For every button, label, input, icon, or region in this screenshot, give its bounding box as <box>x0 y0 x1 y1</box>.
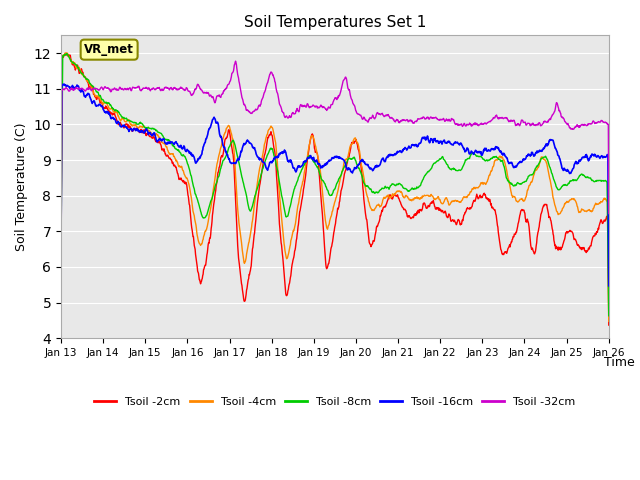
Tsoil -4cm <box>61 50 69 56</box>
Line: Tsoil -2cm: Tsoil -2cm <box>61 53 609 325</box>
Tsoil -2cm <box>69 62 77 68</box>
Tsoil -16cm <box>302 159 310 165</box>
Tsoil -8cm <box>547 168 555 173</box>
Line: Tsoil -4cm: Tsoil -4cm <box>61 53 609 322</box>
Tsoil -2cm <box>61 50 69 56</box>
Tsoil -16cm <box>69 84 77 89</box>
Tsoil -32cm <box>68 86 76 92</box>
Tsoil -4cm <box>57 236 65 241</box>
Tsoil -2cm <box>57 222 65 228</box>
Tsoil -4cm <box>302 159 310 165</box>
Tsoil -2cm <box>302 169 310 175</box>
Tsoil -16cm <box>397 148 404 154</box>
Tsoil -2cm <box>62 51 70 57</box>
Tsoil -4cm <box>397 189 404 195</box>
Legend: Tsoil -2cm, Tsoil -4cm, Tsoil -8cm, Tsoil -16cm, Tsoil -32cm: Tsoil -2cm, Tsoil -4cm, Tsoil -8cm, Tsoi… <box>90 392 580 411</box>
Tsoil -32cm <box>605 211 612 216</box>
X-axis label: Time: Time <box>604 356 635 370</box>
Tsoil -8cm <box>61 52 69 58</box>
Tsoil -2cm <box>397 199 404 205</box>
Tsoil -4cm <box>369 207 377 213</box>
Tsoil -16cm <box>60 81 68 87</box>
Tsoil -16cm <box>369 167 377 173</box>
Tsoil -2cm <box>369 238 377 244</box>
Tsoil -32cm <box>57 282 65 288</box>
Tsoil -16cm <box>605 283 612 289</box>
Tsoil -2cm <box>547 218 555 224</box>
Tsoil -32cm <box>397 119 404 124</box>
Line: Tsoil -32cm: Tsoil -32cm <box>61 61 609 285</box>
Tsoil -8cm <box>369 190 377 195</box>
Tsoil -16cm <box>57 241 65 247</box>
Tsoil -16cm <box>62 83 70 89</box>
Tsoil -32cm <box>232 58 239 64</box>
Tsoil -8cm <box>397 181 404 187</box>
Title: Soil Temperatures Set 1: Soil Temperatures Set 1 <box>244 15 426 30</box>
Tsoil -16cm <box>547 137 555 143</box>
Tsoil -8cm <box>57 243 65 249</box>
Text: VR_met: VR_met <box>84 43 134 56</box>
Tsoil -32cm <box>547 115 555 120</box>
Line: Tsoil -8cm: Tsoil -8cm <box>61 54 609 316</box>
Tsoil -4cm <box>547 181 555 187</box>
Tsoil -4cm <box>63 50 71 56</box>
Tsoil -4cm <box>605 319 612 324</box>
Tsoil -32cm <box>369 113 377 119</box>
Tsoil -32cm <box>302 104 310 110</box>
Tsoil -2cm <box>605 322 612 328</box>
Tsoil -8cm <box>69 60 77 66</box>
Tsoil -4cm <box>69 60 77 65</box>
Tsoil -8cm <box>605 313 612 319</box>
Tsoil -8cm <box>302 159 310 165</box>
Tsoil -8cm <box>63 51 71 57</box>
Y-axis label: Soil Temperature (C): Soil Temperature (C) <box>15 122 28 251</box>
Tsoil -32cm <box>61 86 69 92</box>
Line: Tsoil -16cm: Tsoil -16cm <box>61 84 609 286</box>
